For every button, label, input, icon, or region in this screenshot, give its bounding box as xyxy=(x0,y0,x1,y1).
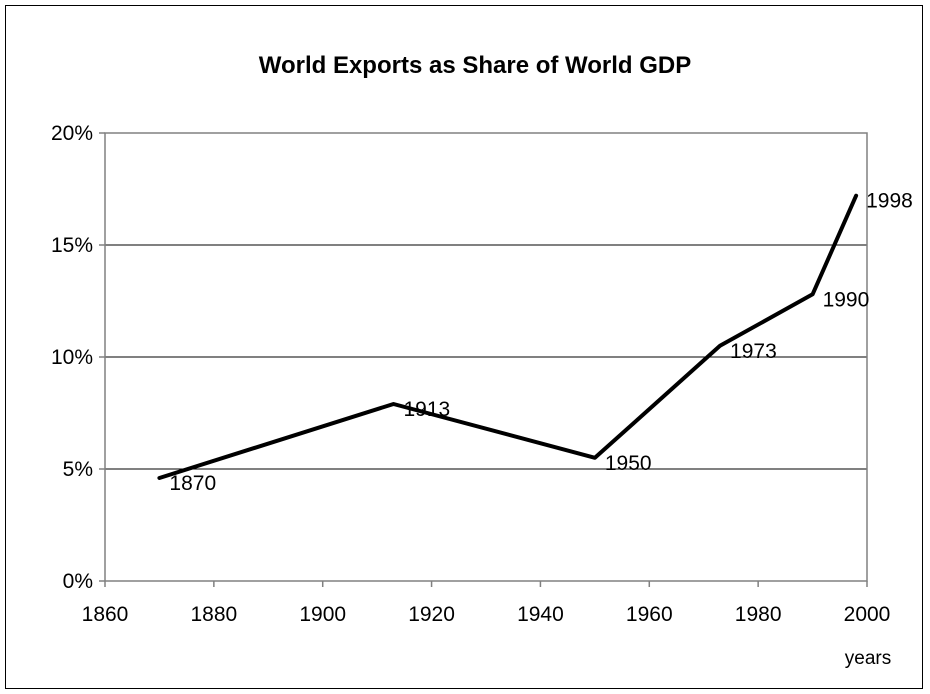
axes: 0% 5% 10% 15% 20% 1860 1880 1900 1920 1940 1960 198… xyxy=(51,122,890,626)
x-tick-label: 1980 xyxy=(735,603,782,626)
gridlines xyxy=(105,244,867,470)
series-line xyxy=(157,193,859,480)
x-tick-label: 1880 xyxy=(190,603,237,626)
data-label: 1870 xyxy=(169,472,216,495)
x-tick-label: 1900 xyxy=(299,603,346,626)
data-label: 1913 xyxy=(403,398,450,421)
data-label: 1950 xyxy=(605,452,652,475)
chart-title: World Exports as Share of World GDP xyxy=(259,52,692,79)
data-label: 1998 xyxy=(866,190,913,213)
series-layer xyxy=(157,193,859,480)
y-tick-label: 0% xyxy=(63,570,93,593)
y-tick-label: 15% xyxy=(51,234,93,257)
point-labels: 1870 1913 1950 1973 1990 1998 xyxy=(169,190,912,495)
x-axis-label: years xyxy=(845,648,891,669)
x-tick-label: 2000 xyxy=(844,603,891,626)
y-tick-label: 5% xyxy=(63,458,93,481)
x-tick-label: 1940 xyxy=(517,603,564,626)
data-label: 1990 xyxy=(823,288,870,311)
y-tick-label: 10% xyxy=(51,346,93,369)
data-label: 1973 xyxy=(730,340,777,363)
x-tick-label: 1920 xyxy=(408,603,455,626)
chart-frame xyxy=(5,5,923,689)
y-tick-label: 20% xyxy=(51,122,93,145)
x-tick-label: 1860 xyxy=(82,603,129,626)
x-tick-label: 1960 xyxy=(626,603,673,626)
